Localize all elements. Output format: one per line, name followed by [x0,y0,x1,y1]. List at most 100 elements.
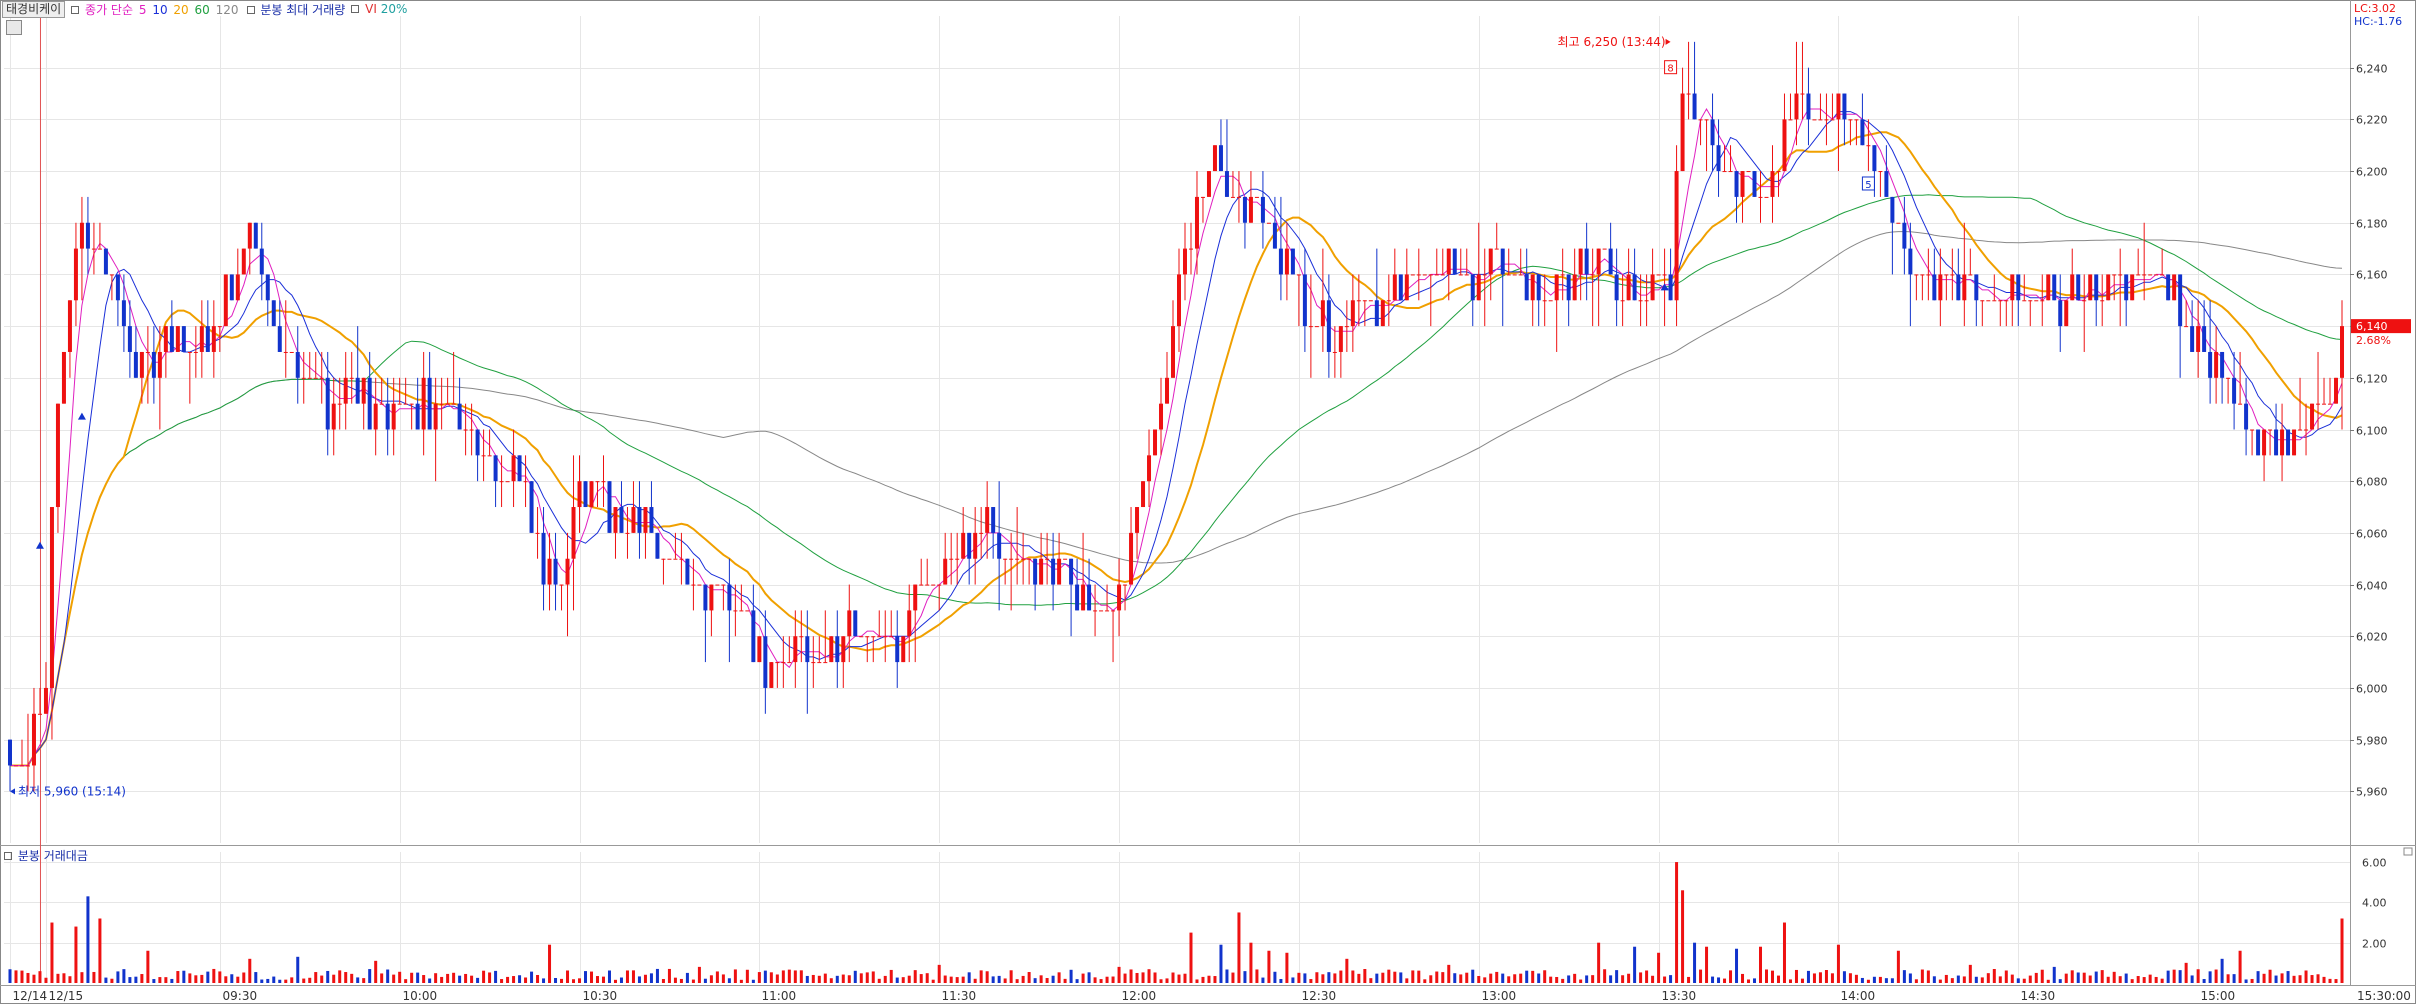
stock-name-tag[interactable]: 태경비케이 [2,0,66,18]
candle-body [2046,274,2051,301]
candle [1350,274,1355,352]
volume-bar [1681,890,1685,983]
ma-settings-icon[interactable] [71,5,80,14]
candle [1794,41,1799,146]
volume-bar [1411,970,1415,983]
candle-body [1770,171,1775,197]
candle [1015,507,1020,585]
candle-body [1344,326,1349,328]
candle-body [919,584,924,586]
volume-bar [1405,978,1409,983]
candle-body [253,222,258,249]
volume-bar [572,979,576,983]
volume-bar [1447,964,1451,983]
candle [1440,248,1445,276]
volume-bar [1884,978,1888,983]
candle [2010,274,2015,327]
candle-body [271,300,276,327]
candle [1009,532,1014,611]
volume-bar [296,956,300,983]
time-tick-label: 09:30 [223,989,258,1003]
candle-body [2298,429,2303,431]
candle [457,377,462,430]
candle-body [1740,171,1745,197]
candle [1242,196,1247,249]
volume-tick-label: 4.00 [2362,897,2387,910]
volume-bar [488,972,492,983]
volume-bar [1111,976,1115,983]
candle-body [2190,326,2195,352]
candle [2172,274,2177,301]
candle-body [1356,300,1361,302]
candle [25,713,30,792]
candle-body [49,507,54,688]
volume-bar [979,970,983,983]
candle [601,455,606,508]
candle-body [2082,300,2087,302]
vi-settings-icon[interactable] [351,5,360,13]
candle [1368,300,1373,302]
candle-body [1734,171,1739,197]
candle-body [1512,274,1517,276]
volume-bar [601,976,605,983]
candle-body [1536,274,1541,301]
candle [1824,93,1829,146]
candle [2280,403,2285,482]
ma-title: 종가 단순 [85,2,134,17]
candle-body [523,481,528,483]
candle [2016,274,2021,327]
volume-bar [901,977,905,983]
candle [1260,171,1265,249]
volume-bar [691,979,695,983]
candle [1392,248,1397,301]
volume-bar [1693,942,1697,983]
volume-bar [2238,950,2242,983]
volume-bar [2166,970,2170,983]
volume-bar [907,975,911,983]
candle [829,636,834,663]
volume-bar [2010,974,2014,983]
volume-bar [991,976,995,983]
max-volume-settings-icon[interactable] [246,5,255,14]
candle [1788,93,1793,121]
candle [1866,119,1871,172]
candle-body [985,507,990,533]
volume-bar [164,977,168,983]
candle-body [1914,274,1919,276]
volume-settings-icon[interactable] [4,852,12,860]
volume-bar [38,971,42,983]
candle-body [937,584,942,586]
candle [565,532,570,637]
volume-bar [955,977,959,983]
volume-bar [1956,975,1960,983]
volume-tick-label: 6.00 [2362,857,2387,870]
volume-bar [2040,969,2044,983]
candle [1782,93,1787,172]
candle [7,739,12,792]
candle [1878,171,1883,197]
volume-bar [865,972,869,983]
price-tick-label: 6,100 [2356,425,2388,438]
volume-bar [566,970,570,983]
candle [1123,584,1128,611]
candle-body [667,558,672,560]
volume-bar [578,978,582,983]
candle-body [25,765,30,767]
candle [2250,429,2255,456]
panel-menu-icon[interactable] [6,20,22,35]
candle [487,429,492,457]
volume-bar [2088,975,2092,983]
candle [619,481,624,533]
candle-body [847,610,852,637]
candle [559,584,564,611]
candle-body [1224,171,1229,197]
volume-bar [679,978,683,983]
candle-body [943,558,948,585]
candle-body [1027,558,1032,560]
volume-bar [1165,978,1169,983]
candle [1806,67,1811,146]
volume-bar [1345,958,1349,983]
candle-body [1650,274,1655,301]
candle [817,636,822,664]
